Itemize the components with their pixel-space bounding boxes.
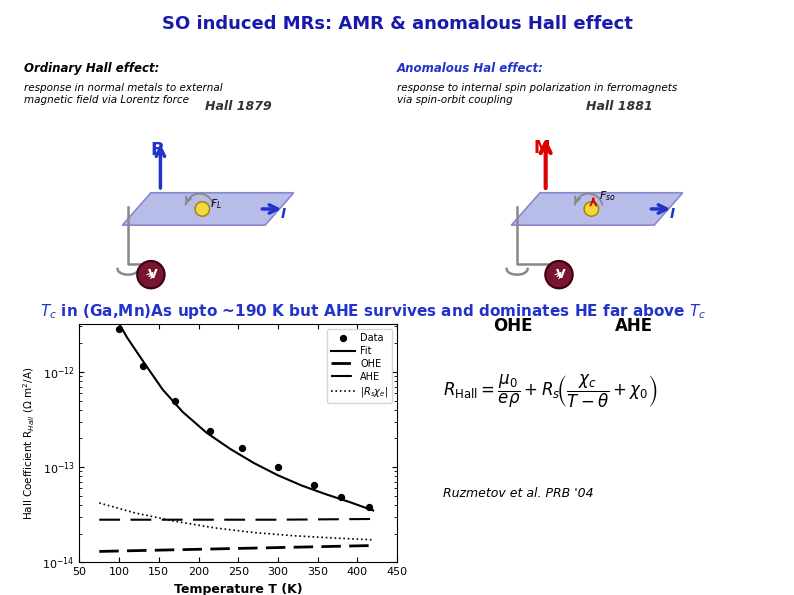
Text: $F_{so}$: $F_{so}$ bbox=[599, 189, 616, 203]
Fit bbox=[249, 459, 259, 466]
Circle shape bbox=[545, 261, 572, 289]
Text: Hall 1881: Hall 1881 bbox=[586, 100, 653, 113]
Fit bbox=[273, 472, 283, 479]
Data bbox=[236, 443, 249, 452]
Fit bbox=[110, 313, 120, 320]
Text: V: V bbox=[556, 268, 565, 280]
Text: I: I bbox=[280, 206, 286, 221]
$|R_s \chi_e|$ bbox=[368, 536, 378, 543]
Data bbox=[137, 361, 149, 371]
Fit bbox=[297, 482, 306, 489]
$|R_s \chi_e|$ bbox=[210, 524, 219, 531]
Fit bbox=[102, 298, 112, 305]
$|R_s \chi_e|$ bbox=[329, 534, 338, 541]
AHE bbox=[94, 516, 104, 523]
Legend: Data, Fit, OHE, AHE, $|R_s \chi_e|$: Data, Fit, OHE, AHE, $|R_s \chi_e|$ bbox=[327, 329, 392, 403]
Data bbox=[113, 324, 125, 334]
Data bbox=[99, 299, 112, 308]
Text: response in normal metals to external
magnetic field via Lorentz force: response in normal metals to external ma… bbox=[24, 83, 222, 105]
X-axis label: Temperature T (K): Temperature T (K) bbox=[174, 583, 303, 595]
Text: SO induced MRs: AMR & anomalous Hall effect: SO induced MRs: AMR & anomalous Hall eff… bbox=[161, 15, 633, 33]
$|R_s \chi_e|$ bbox=[170, 518, 179, 525]
Fit bbox=[345, 499, 354, 506]
Polygon shape bbox=[511, 193, 683, 225]
$|R_s \chi_e|$ bbox=[289, 532, 299, 539]
Text: AHE: AHE bbox=[615, 317, 653, 336]
Fit bbox=[225, 446, 235, 453]
Fit bbox=[321, 490, 330, 497]
Fit bbox=[202, 429, 211, 436]
Polygon shape bbox=[122, 193, 294, 225]
Text: OHE: OHE bbox=[493, 317, 533, 336]
Data bbox=[168, 396, 181, 405]
Text: Ruzmetov et al. PRB '04: Ruzmetov et al. PRB '04 bbox=[443, 487, 594, 500]
Data bbox=[363, 502, 376, 512]
Data bbox=[204, 426, 217, 436]
Line: Fit: Fit bbox=[99, 283, 373, 511]
Text: V: V bbox=[148, 268, 157, 280]
Text: $T_c$ in (Ga,Mn)As upto ~190 K but AHE survives and dominates HE far above $T_c$: $T_c$ in (Ga,Mn)As upto ~190 K but AHE s… bbox=[40, 302, 706, 321]
Fit bbox=[138, 358, 148, 365]
Text: Anomalous Hal effect:: Anomalous Hal effect: bbox=[397, 62, 544, 76]
$|R_s \chi_e|$ bbox=[94, 499, 104, 506]
Fit bbox=[122, 334, 132, 341]
Text: $R_{\rm Hall}=\dfrac{\mu_0}{e\rho}+R_s\!\left(\dfrac{\chi_c}{T-\theta}+\chi_0\ri: $R_{\rm Hall}=\dfrac{\mu_0}{e\rho}+R_s\!… bbox=[443, 372, 658, 409]
Text: Hall 1879: Hall 1879 bbox=[205, 100, 272, 113]
Text: Ordinary Hall effect:: Ordinary Hall effect: bbox=[24, 62, 159, 76]
Circle shape bbox=[195, 202, 210, 216]
Circle shape bbox=[137, 261, 164, 289]
Text: I: I bbox=[669, 206, 675, 221]
$|R_s \chi_e|$ bbox=[249, 529, 259, 536]
Text: M: M bbox=[534, 139, 549, 157]
Text: B: B bbox=[150, 140, 164, 159]
$|R_s \chi_e|$ bbox=[130, 509, 140, 516]
Fit bbox=[94, 280, 104, 287]
Text: response to internal spin polarization in ferromagnets
via spin-orbit coupling: response to internal spin polarization i… bbox=[397, 83, 677, 105]
AHE bbox=[368, 515, 378, 522]
Circle shape bbox=[584, 202, 599, 216]
Fit bbox=[178, 408, 187, 415]
Data bbox=[335, 493, 348, 502]
Y-axis label: Hall Coefficient R$_{Hall}$ (Ω m$^2$/A): Hall Coefficient R$_{Hall}$ (Ω m$^2$/A) bbox=[21, 367, 37, 520]
Line: $|R_s \chi_e|$: $|R_s \chi_e|$ bbox=[99, 503, 373, 540]
Fit bbox=[368, 507, 378, 514]
Data bbox=[272, 462, 284, 472]
Text: $F_L$: $F_L$ bbox=[210, 197, 222, 211]
AHE bbox=[273, 516, 283, 523]
Data bbox=[307, 480, 320, 490]
Fit bbox=[158, 386, 168, 393]
